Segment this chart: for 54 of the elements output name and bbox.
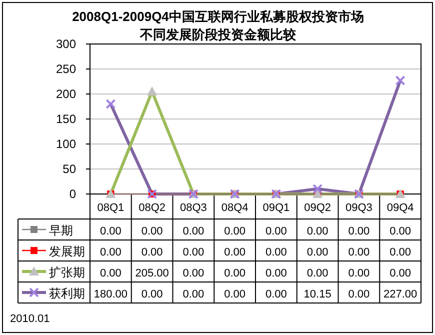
data-label: 0.00 bbox=[100, 246, 122, 258]
data-label: 0.00 bbox=[348, 226, 370, 238]
data-label: 0.00 bbox=[182, 226, 204, 238]
data-label: 0.00 bbox=[265, 246, 287, 258]
data-label: 0.00 bbox=[306, 226, 328, 238]
data-label: 0.00 bbox=[390, 226, 412, 238]
y-tick-label: 0 bbox=[69, 187, 76, 201]
data-label: 0.00 bbox=[348, 288, 370, 300]
y-tick-label: 200 bbox=[56, 87, 76, 101]
data-label: 0.00 bbox=[224, 226, 246, 238]
data-label: 10.15 bbox=[304, 288, 332, 300]
chart-subtitle: 不同发展阶段投资金额比较 bbox=[139, 27, 297, 42]
data-label: 0.00 bbox=[390, 268, 412, 280]
data-label: 227.00 bbox=[383, 288, 418, 300]
data-label: 0.00 bbox=[265, 288, 287, 300]
x-tick-label: 08Q2 bbox=[138, 202, 166, 214]
data-label: 0.00 bbox=[390, 246, 412, 258]
chart-title: 2008Q1-2009Q4中国互联网行业私募股权投资市场 bbox=[72, 9, 364, 24]
data-label: 0.00 bbox=[182, 288, 204, 300]
data-label: 0.00 bbox=[224, 288, 246, 300]
data-label: 0.00 bbox=[141, 226, 163, 238]
data-label: 180.00 bbox=[94, 288, 128, 300]
data-label: 0.00 bbox=[348, 246, 370, 258]
y-tick-label: 150 bbox=[56, 112, 76, 126]
data-label: 0.00 bbox=[100, 268, 122, 280]
x-tick-label: 08Q4 bbox=[221, 202, 248, 214]
data-label: 0.00 bbox=[141, 246, 163, 258]
x-tick-label: 09Q2 bbox=[304, 202, 332, 214]
y-tick-label: 250 bbox=[56, 62, 76, 76]
data-label: 0.00 bbox=[224, 246, 246, 258]
legend-label: 早期 bbox=[49, 224, 73, 238]
data-label: 0.00 bbox=[265, 226, 287, 238]
text: 2010.01 bbox=[10, 313, 50, 325]
data-label: 0.00 bbox=[100, 226, 122, 238]
y-tick-label: 300 bbox=[56, 37, 76, 51]
x-tick-label: 09Q3 bbox=[345, 202, 372, 214]
data-label: 0.00 bbox=[348, 268, 370, 280]
legend-label: 发展期 bbox=[49, 244, 85, 258]
y-tick-label: 50 bbox=[62, 162, 76, 176]
x-tick-label: 08Q3 bbox=[180, 202, 207, 214]
x-tick-label: 09Q4 bbox=[386, 202, 414, 214]
x-tick-label: 08Q1 bbox=[97, 202, 124, 214]
data-label: 0.00 bbox=[141, 288, 163, 300]
y-tick-label: 100 bbox=[56, 137, 76, 151]
data-label: 205.00 bbox=[135, 268, 169, 280]
data-label: 0.00 bbox=[182, 268, 204, 280]
data-label: 0.00 bbox=[306, 246, 328, 258]
data-label: 0.00 bbox=[182, 246, 204, 258]
x-tick-label: 09Q1 bbox=[262, 202, 290, 214]
data-label: 0.00 bbox=[306, 268, 328, 280]
data-label: 0.00 bbox=[224, 268, 246, 280]
legend-label: 扩张期 bbox=[49, 266, 85, 280]
data-label: 0.00 bbox=[265, 268, 287, 280]
legend-label: 获利期 bbox=[49, 286, 85, 300]
